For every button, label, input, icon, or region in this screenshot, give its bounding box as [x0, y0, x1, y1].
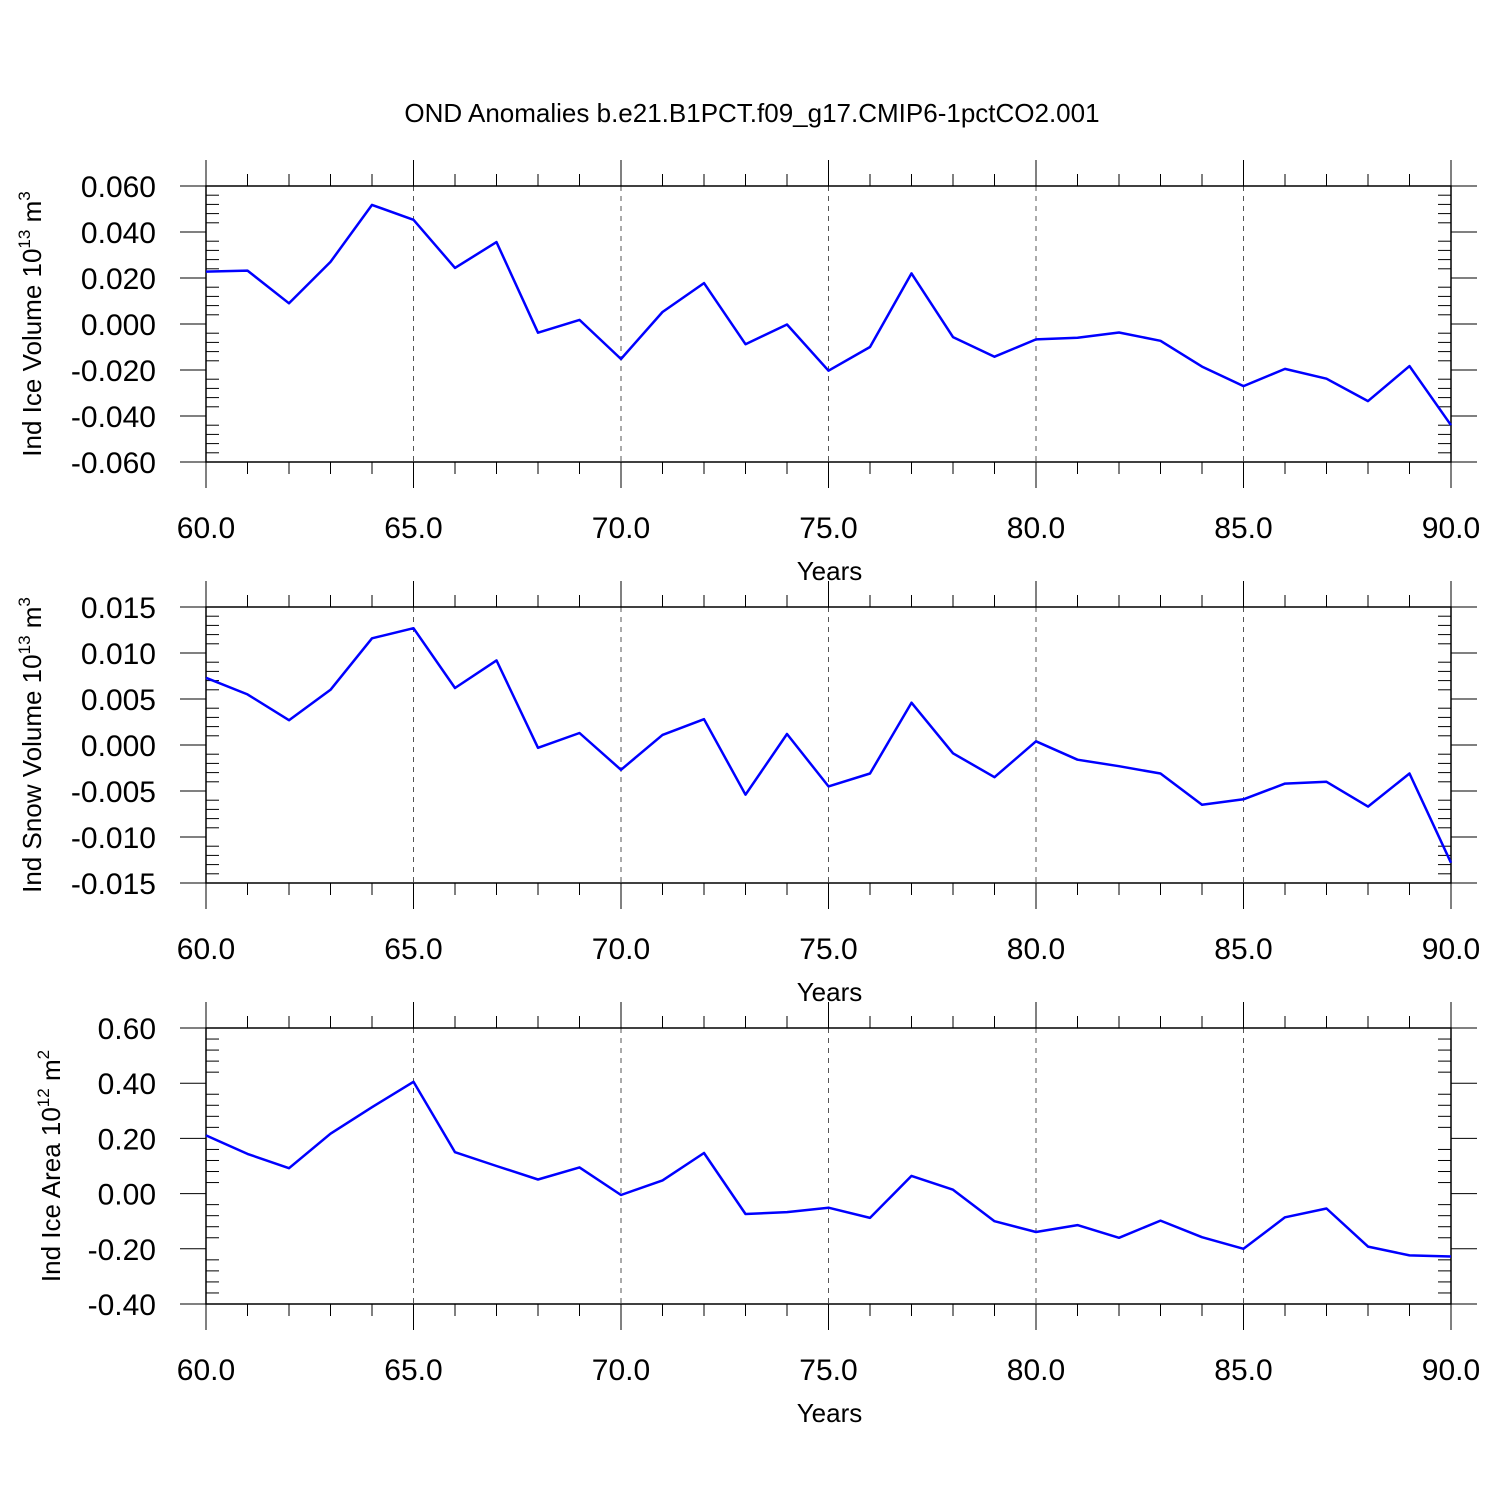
y-tick-label: 0.20: [98, 1123, 156, 1156]
x-tick-label: 75.0: [799, 512, 857, 545]
y-tick-label: 0.60: [98, 1013, 156, 1046]
x-tick-label: 90.0: [1422, 512, 1480, 545]
y-tick-label: 0.060: [81, 171, 156, 204]
y-tick-label: 0.020: [81, 263, 156, 296]
y-axis-label-main: Ind Snow Volume 10: [17, 654, 47, 893]
y-axis-label-unit-exponent: 2: [34, 1050, 53, 1059]
x-tick-label: 70.0: [592, 512, 650, 545]
x-axis-label: Years: [797, 1398, 863, 1428]
y-tick-label: 0.010: [81, 638, 156, 671]
y-tick-label: 0.00: [98, 1179, 156, 1212]
x-tick-label: 60.0: [177, 512, 235, 545]
y-tick-label: 0.005: [81, 684, 156, 717]
y-axis-label: Ind Ice Volume 1013 m3: [15, 191, 47, 456]
y-axis-label-main: Ind Ice Volume 10: [17, 249, 47, 457]
y-tick-label: -0.005: [71, 776, 156, 809]
panel-3: -0.40 -0.20 0.00 0.20 0.40 0.60 60.0 65.0 70.0 75…: [34, 1002, 1480, 1428]
x-tick-label: 75.0: [799, 1354, 857, 1387]
y-tick-label: -0.010: [71, 822, 156, 855]
x-tick-label: 80.0: [1007, 933, 1065, 966]
x-tick-label: 80.0: [1007, 1354, 1065, 1387]
series-line: [205, 626, 1453, 864]
x-tick-label: 65.0: [384, 933, 442, 966]
x-tick-label: 65.0: [384, 1354, 442, 1387]
x-tick-label: 60.0: [177, 1354, 235, 1387]
panel-2: -0.015 -0.010 -0.005 0.000 0.005 0.010 0.015 60…: [15, 581, 1480, 1007]
x-tick-label: 85.0: [1214, 1354, 1272, 1387]
x-tick-label: 80.0: [1007, 512, 1065, 545]
y-tick-label: 0.000: [81, 730, 156, 763]
x-tick-label: 90.0: [1422, 933, 1480, 966]
y-tick-label: 0.40: [98, 1068, 156, 1101]
series-line: [205, 203, 1453, 426]
y-axis-label-main: Ind Ice Area 10: [36, 1107, 66, 1282]
x-tick-label: 85.0: [1214, 512, 1272, 545]
y-axis-label-unit: m: [17, 607, 47, 636]
y-axis-label-exponent: 13: [15, 230, 34, 249]
x-tick-label: 70.0: [592, 933, 650, 966]
y-tick-label: 0.000: [81, 309, 156, 342]
y-axis-label-unit: m: [17, 201, 47, 230]
figure-title: OND Anomalies b.e21.B1PCT.f09_g17.CMIP6-…: [404, 98, 1099, 128]
y-tick-label: -0.40: [88, 1289, 156, 1322]
x-tick-label: 60.0: [177, 933, 235, 966]
y-axis-label: Ind Ice Area 1012 m2: [34, 1050, 66, 1282]
panel-1: -0.060 -0.040 -0.020 0.000 0.020 0.040 0.060 60…: [15, 160, 1480, 586]
y-axis-label-unit-exponent: 3: [15, 597, 34, 606]
y-tick-label: 0.040: [81, 217, 156, 250]
y-axis-label-unit: m: [36, 1059, 66, 1088]
x-axis-label: Years: [797, 977, 863, 1007]
series-line: [205, 1080, 1452, 1258]
x-tick-label: 75.0: [799, 933, 857, 966]
x-tick-label: 85.0: [1214, 933, 1272, 966]
y-axis-label-exponent: 13: [15, 635, 34, 654]
x-tick-label: 65.0: [384, 512, 442, 545]
y-tick-label: -0.20: [88, 1234, 156, 1267]
y-axis-label-unit-exponent: 3: [15, 191, 34, 200]
y-tick-label: -0.060: [71, 447, 156, 480]
y-tick-label: -0.040: [71, 401, 156, 434]
x-tick-label: 70.0: [592, 1354, 650, 1387]
y-tick-label: -0.015: [71, 868, 156, 901]
y-axis-label-exponent: 12: [34, 1088, 53, 1107]
y-tick-label: -0.020: [71, 355, 156, 388]
x-axis-label: Years: [797, 556, 863, 586]
y-tick-label: 0.015: [81, 592, 156, 625]
x-tick-label: 90.0: [1422, 1354, 1480, 1387]
y-axis-label: Ind Snow Volume 1013 m3: [15, 597, 47, 893]
